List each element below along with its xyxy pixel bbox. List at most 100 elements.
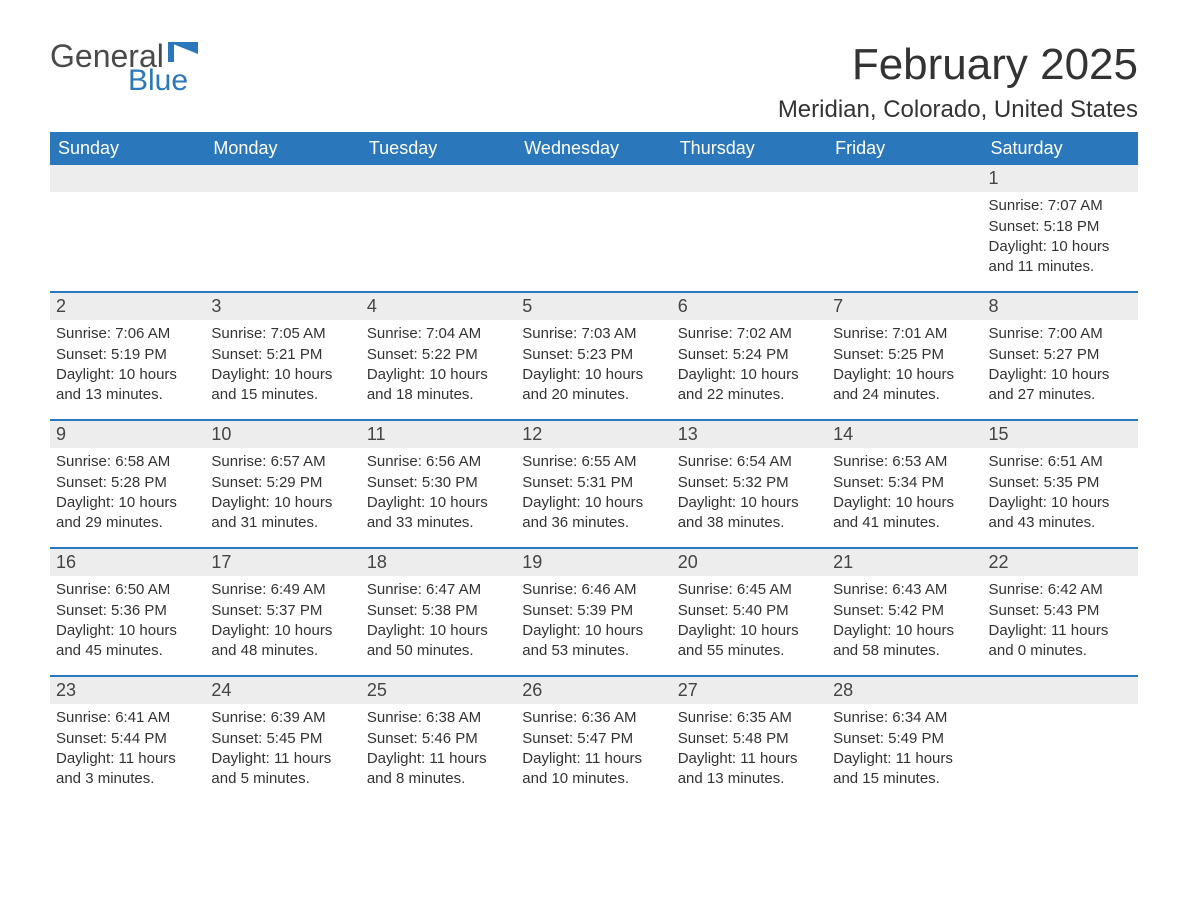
day-details: Sunrise: 7:02 AMSunset: 5:24 PMDaylight:… [672,320,827,411]
sunset-text: Sunset: 5:34 PM [833,473,976,493]
location-text: Meridian, Colorado, United States [778,96,1138,124]
daylight-text: Daylight: 10 hours and 55 minutes. [678,621,821,662]
day-number: 23 [50,677,205,704]
weekday-header: Thursday [672,132,827,165]
day-details: Sunrise: 7:03 AMSunset: 5:23 PMDaylight:… [516,320,671,411]
day-details: Sunrise: 6:55 AMSunset: 5:31 PMDaylight:… [516,448,671,539]
week-row: 16Sunrise: 6:50 AMSunset: 5:36 PMDayligh… [50,548,1138,676]
day-cell: 10Sunrise: 6:57 AMSunset: 5:29 PMDayligh… [205,420,360,548]
week-row: 9Sunrise: 6:58 AMSunset: 5:28 PMDaylight… [50,420,1138,548]
daylight-text: Daylight: 10 hours and 36 minutes. [522,493,665,534]
day-cell: 21Sunrise: 6:43 AMSunset: 5:42 PMDayligh… [827,548,982,676]
day-details: Sunrise: 6:42 AMSunset: 5:43 PMDaylight:… [983,576,1138,667]
sunset-text: Sunset: 5:45 PM [211,729,354,749]
day-number: 22 [983,549,1138,576]
daylight-text: Daylight: 10 hours and 31 minutes. [211,493,354,534]
title-block: February 2025 Meridian, Colorado, United… [778,40,1138,124]
sunset-text: Sunset: 5:18 PM [989,217,1132,237]
daylight-text: Daylight: 10 hours and 41 minutes. [833,493,976,534]
day-cell: 19Sunrise: 6:46 AMSunset: 5:39 PMDayligh… [516,548,671,676]
day-cell: 20Sunrise: 6:45 AMSunset: 5:40 PMDayligh… [672,548,827,676]
day-number [50,165,205,192]
day-cell: 8Sunrise: 7:00 AMSunset: 5:27 PMDaylight… [983,292,1138,420]
weekday-header: Saturday [983,132,1138,165]
day-number: 7 [827,293,982,320]
sunset-text: Sunset: 5:42 PM [833,601,976,621]
daylight-text: Daylight: 11 hours and 3 minutes. [56,749,199,790]
day-number: 11 [361,421,516,448]
daylight-text: Daylight: 10 hours and 18 minutes. [367,365,510,406]
day-number: 5 [516,293,671,320]
sunrise-text: Sunrise: 6:41 AM [56,708,199,728]
day-details: Sunrise: 6:51 AMSunset: 5:35 PMDaylight:… [983,448,1138,539]
daylight-text: Daylight: 10 hours and 13 minutes. [56,365,199,406]
daylight-text: Daylight: 10 hours and 45 minutes. [56,621,199,662]
day-cell: 24Sunrise: 6:39 AMSunset: 5:45 PMDayligh… [205,676,360,803]
sunset-text: Sunset: 5:19 PM [56,345,199,365]
daylight-text: Daylight: 10 hours and 20 minutes. [522,365,665,406]
daylight-text: Daylight: 10 hours and 11 minutes. [989,237,1132,278]
day-details: Sunrise: 6:49 AMSunset: 5:37 PMDaylight:… [205,576,360,667]
sunrise-text: Sunrise: 6:42 AM [989,580,1132,600]
day-details: Sunrise: 6:47 AMSunset: 5:38 PMDaylight:… [361,576,516,667]
daylight-text: Daylight: 10 hours and 53 minutes. [522,621,665,662]
sunrise-text: Sunrise: 6:56 AM [367,452,510,472]
daylight-text: Daylight: 10 hours and 58 minutes. [833,621,976,662]
week-row: 1Sunrise: 7:07 AMSunset: 5:18 PMDaylight… [50,165,1138,292]
weekday-header: Friday [827,132,982,165]
daylight-text: Daylight: 10 hours and 33 minutes. [367,493,510,534]
day-number: 17 [205,549,360,576]
day-number: 12 [516,421,671,448]
day-number: 26 [516,677,671,704]
day-details: Sunrise: 7:01 AMSunset: 5:25 PMDaylight:… [827,320,982,411]
sunrise-text: Sunrise: 7:03 AM [522,324,665,344]
weekday-header: Sunday [50,132,205,165]
sunrise-text: Sunrise: 7:01 AM [833,324,976,344]
sunrise-text: Sunrise: 6:46 AM [522,580,665,600]
day-cell: 1Sunrise: 7:07 AMSunset: 5:18 PMDaylight… [983,165,1138,292]
sunset-text: Sunset: 5:43 PM [989,601,1132,621]
day-number: 4 [361,293,516,320]
sunset-text: Sunset: 5:37 PM [211,601,354,621]
sunrise-text: Sunrise: 7:05 AM [211,324,354,344]
weekday-header: Monday [205,132,360,165]
daylight-text: Daylight: 11 hours and 15 minutes. [833,749,976,790]
day-cell: 22Sunrise: 6:42 AMSunset: 5:43 PMDayligh… [983,548,1138,676]
daylight-text: Daylight: 10 hours and 15 minutes. [211,365,354,406]
day-details: Sunrise: 7:07 AMSunset: 5:18 PMDaylight:… [983,192,1138,283]
sunset-text: Sunset: 5:30 PM [367,473,510,493]
daylight-text: Daylight: 10 hours and 43 minutes. [989,493,1132,534]
day-details: Sunrise: 7:06 AMSunset: 5:19 PMDaylight:… [50,320,205,411]
day-cell: 5Sunrise: 7:03 AMSunset: 5:23 PMDaylight… [516,292,671,420]
day-number: 27 [672,677,827,704]
sunrise-text: Sunrise: 7:07 AM [989,196,1132,216]
day-details: Sunrise: 6:56 AMSunset: 5:30 PMDaylight:… [361,448,516,539]
day-details: Sunrise: 6:50 AMSunset: 5:36 PMDaylight:… [50,576,205,667]
sunrise-text: Sunrise: 6:58 AM [56,452,199,472]
daylight-text: Daylight: 10 hours and 50 minutes. [367,621,510,662]
sunset-text: Sunset: 5:35 PM [989,473,1132,493]
daylight-text: Daylight: 10 hours and 48 minutes. [211,621,354,662]
sunset-text: Sunset: 5:36 PM [56,601,199,621]
sunset-text: Sunset: 5:28 PM [56,473,199,493]
day-cell: 27Sunrise: 6:35 AMSunset: 5:48 PMDayligh… [672,676,827,803]
day-number: 28 [827,677,982,704]
day-details: Sunrise: 6:41 AMSunset: 5:44 PMDaylight:… [50,704,205,795]
day-cell: 7Sunrise: 7:01 AMSunset: 5:25 PMDaylight… [827,292,982,420]
sunrise-text: Sunrise: 6:36 AM [522,708,665,728]
day-number: 1 [983,165,1138,192]
day-number: 20 [672,549,827,576]
sunset-text: Sunset: 5:39 PM [522,601,665,621]
daylight-text: Daylight: 11 hours and 8 minutes. [367,749,510,790]
day-cell: 18Sunrise: 6:47 AMSunset: 5:38 PMDayligh… [361,548,516,676]
sunrise-text: Sunrise: 6:34 AM [833,708,976,728]
day-number: 16 [50,549,205,576]
day-details: Sunrise: 6:34 AMSunset: 5:49 PMDaylight:… [827,704,982,795]
day-number: 18 [361,549,516,576]
month-title: February 2025 [778,40,1138,90]
day-number: 13 [672,421,827,448]
day-number [516,165,671,192]
day-details: Sunrise: 6:57 AMSunset: 5:29 PMDaylight:… [205,448,360,539]
day-number [672,165,827,192]
sunrise-text: Sunrise: 6:38 AM [367,708,510,728]
